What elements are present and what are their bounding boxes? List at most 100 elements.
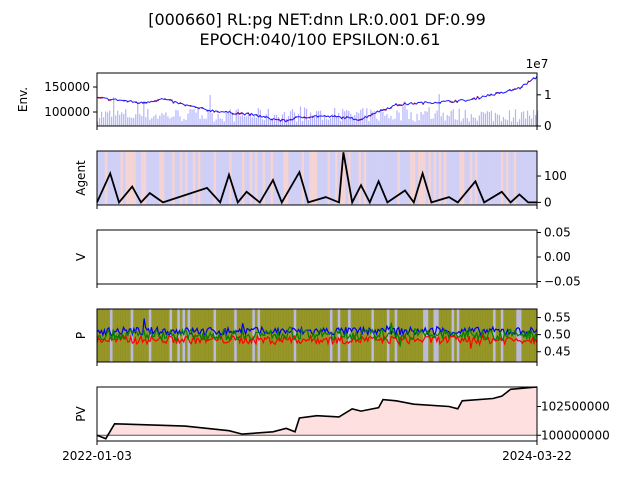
policy-band	[368, 309, 372, 362]
volume-bar	[301, 120, 304, 126]
volume-bar	[510, 121, 513, 126]
action-band	[487, 151, 491, 205]
policy-band	[156, 309, 160, 362]
panel-env-frame	[96, 72, 538, 127]
volume-bar	[111, 116, 113, 126]
volume-bar	[490, 110, 492, 126]
volume-bar	[311, 115, 314, 126]
volume-bar	[444, 120, 446, 126]
action-band	[322, 151, 326, 205]
volume-bar	[181, 120, 183, 126]
volume-bar	[450, 110, 452, 126]
action-band	[309, 151, 313, 205]
action-band	[138, 151, 142, 205]
action-band	[182, 151, 186, 205]
chart-title-line1: [000660] RL:pg NET:dnn LR:0.001 DF:0.99	[148, 10, 486, 29]
volume-bar	[456, 119, 458, 126]
action-band	[521, 151, 525, 205]
volume-bar	[376, 118, 378, 126]
policy-band	[229, 309, 232, 362]
volume-bar	[446, 114, 448, 126]
volume-bar	[213, 121, 215, 126]
volume-bar	[179, 116, 181, 126]
action-band	[159, 151, 163, 205]
volume-bar	[131, 117, 133, 126]
action-band	[358, 151, 362, 205]
action-band	[218, 151, 222, 205]
action-band	[195, 151, 199, 205]
policy-band	[415, 309, 419, 362]
volume-bar	[123, 113, 125, 126]
volume-bar	[408, 119, 410, 126]
action-band	[161, 151, 165, 205]
volume-bar	[151, 118, 153, 126]
action-band	[407, 151, 411, 205]
action-band	[381, 151, 385, 205]
volume-bar	[406, 109, 408, 126]
volume-bar	[205, 118, 207, 126]
action-band	[164, 151, 168, 205]
volume-bar	[420, 111, 422, 126]
volume-bar	[287, 115, 290, 126]
action-band	[329, 151, 333, 205]
action-band	[153, 151, 157, 205]
policy-band	[159, 309, 163, 362]
action-band	[345, 151, 349, 205]
action-band	[128, 151, 131, 205]
action-band	[456, 151, 460, 205]
action-band	[311, 151, 315, 205]
volume-bar	[191, 109, 193, 126]
policy-band	[244, 309, 248, 362]
action-band	[363, 151, 367, 205]
policy-band	[493, 309, 496, 362]
volume-bar	[382, 112, 384, 126]
volume-bar	[430, 118, 432, 126]
action-band	[373, 151, 377, 205]
volume-bar	[422, 114, 424, 126]
action-band	[449, 151, 452, 205]
action-band	[241, 151, 245, 205]
volume-bar	[295, 121, 298, 126]
volume-bar	[432, 118, 434, 126]
volume-bar	[229, 109, 231, 126]
policy-band	[363, 309, 367, 362]
policy-band	[260, 309, 263, 362]
pv-line	[96, 386, 538, 440]
action-band	[104, 151, 108, 205]
action-band	[350, 151, 354, 205]
policy-band	[469, 309, 473, 362]
volume-bar	[322, 119, 324, 126]
action-band	[511, 151, 515, 205]
action-band	[247, 151, 251, 205]
action-band	[459, 151, 463, 205]
policy-band	[441, 309, 445, 362]
action-band	[254, 151, 258, 205]
action-band	[275, 151, 279, 205]
action-band	[177, 151, 181, 205]
action-band	[125, 151, 129, 205]
action-band	[516, 151, 520, 205]
volume-bar	[107, 112, 109, 126]
volume-bar	[334, 108, 336, 126]
policy-band	[148, 309, 152, 362]
volume-bar	[476, 120, 478, 126]
volume-bar	[243, 116, 245, 126]
volume-bar	[502, 117, 505, 126]
policy-band	[371, 309, 375, 362]
volume-bar	[462, 118, 464, 126]
policy-band	[410, 309, 414, 362]
volume-bar	[320, 110, 322, 126]
p-tick-label: 0.45	[544, 345, 571, 359]
volume-bar	[127, 117, 129, 126]
volume-bar	[416, 113, 418, 126]
volume-bar	[133, 117, 135, 126]
action-band	[513, 151, 517, 205]
action-band	[192, 151, 196, 205]
policy-band	[107, 309, 111, 362]
action-band	[122, 151, 126, 205]
volume-bar	[147, 109, 149, 126]
action-band	[262, 151, 266, 205]
v-tick-label: 0.00	[544, 250, 571, 264]
action-band	[112, 151, 116, 205]
volume-bar	[436, 110, 438, 126]
